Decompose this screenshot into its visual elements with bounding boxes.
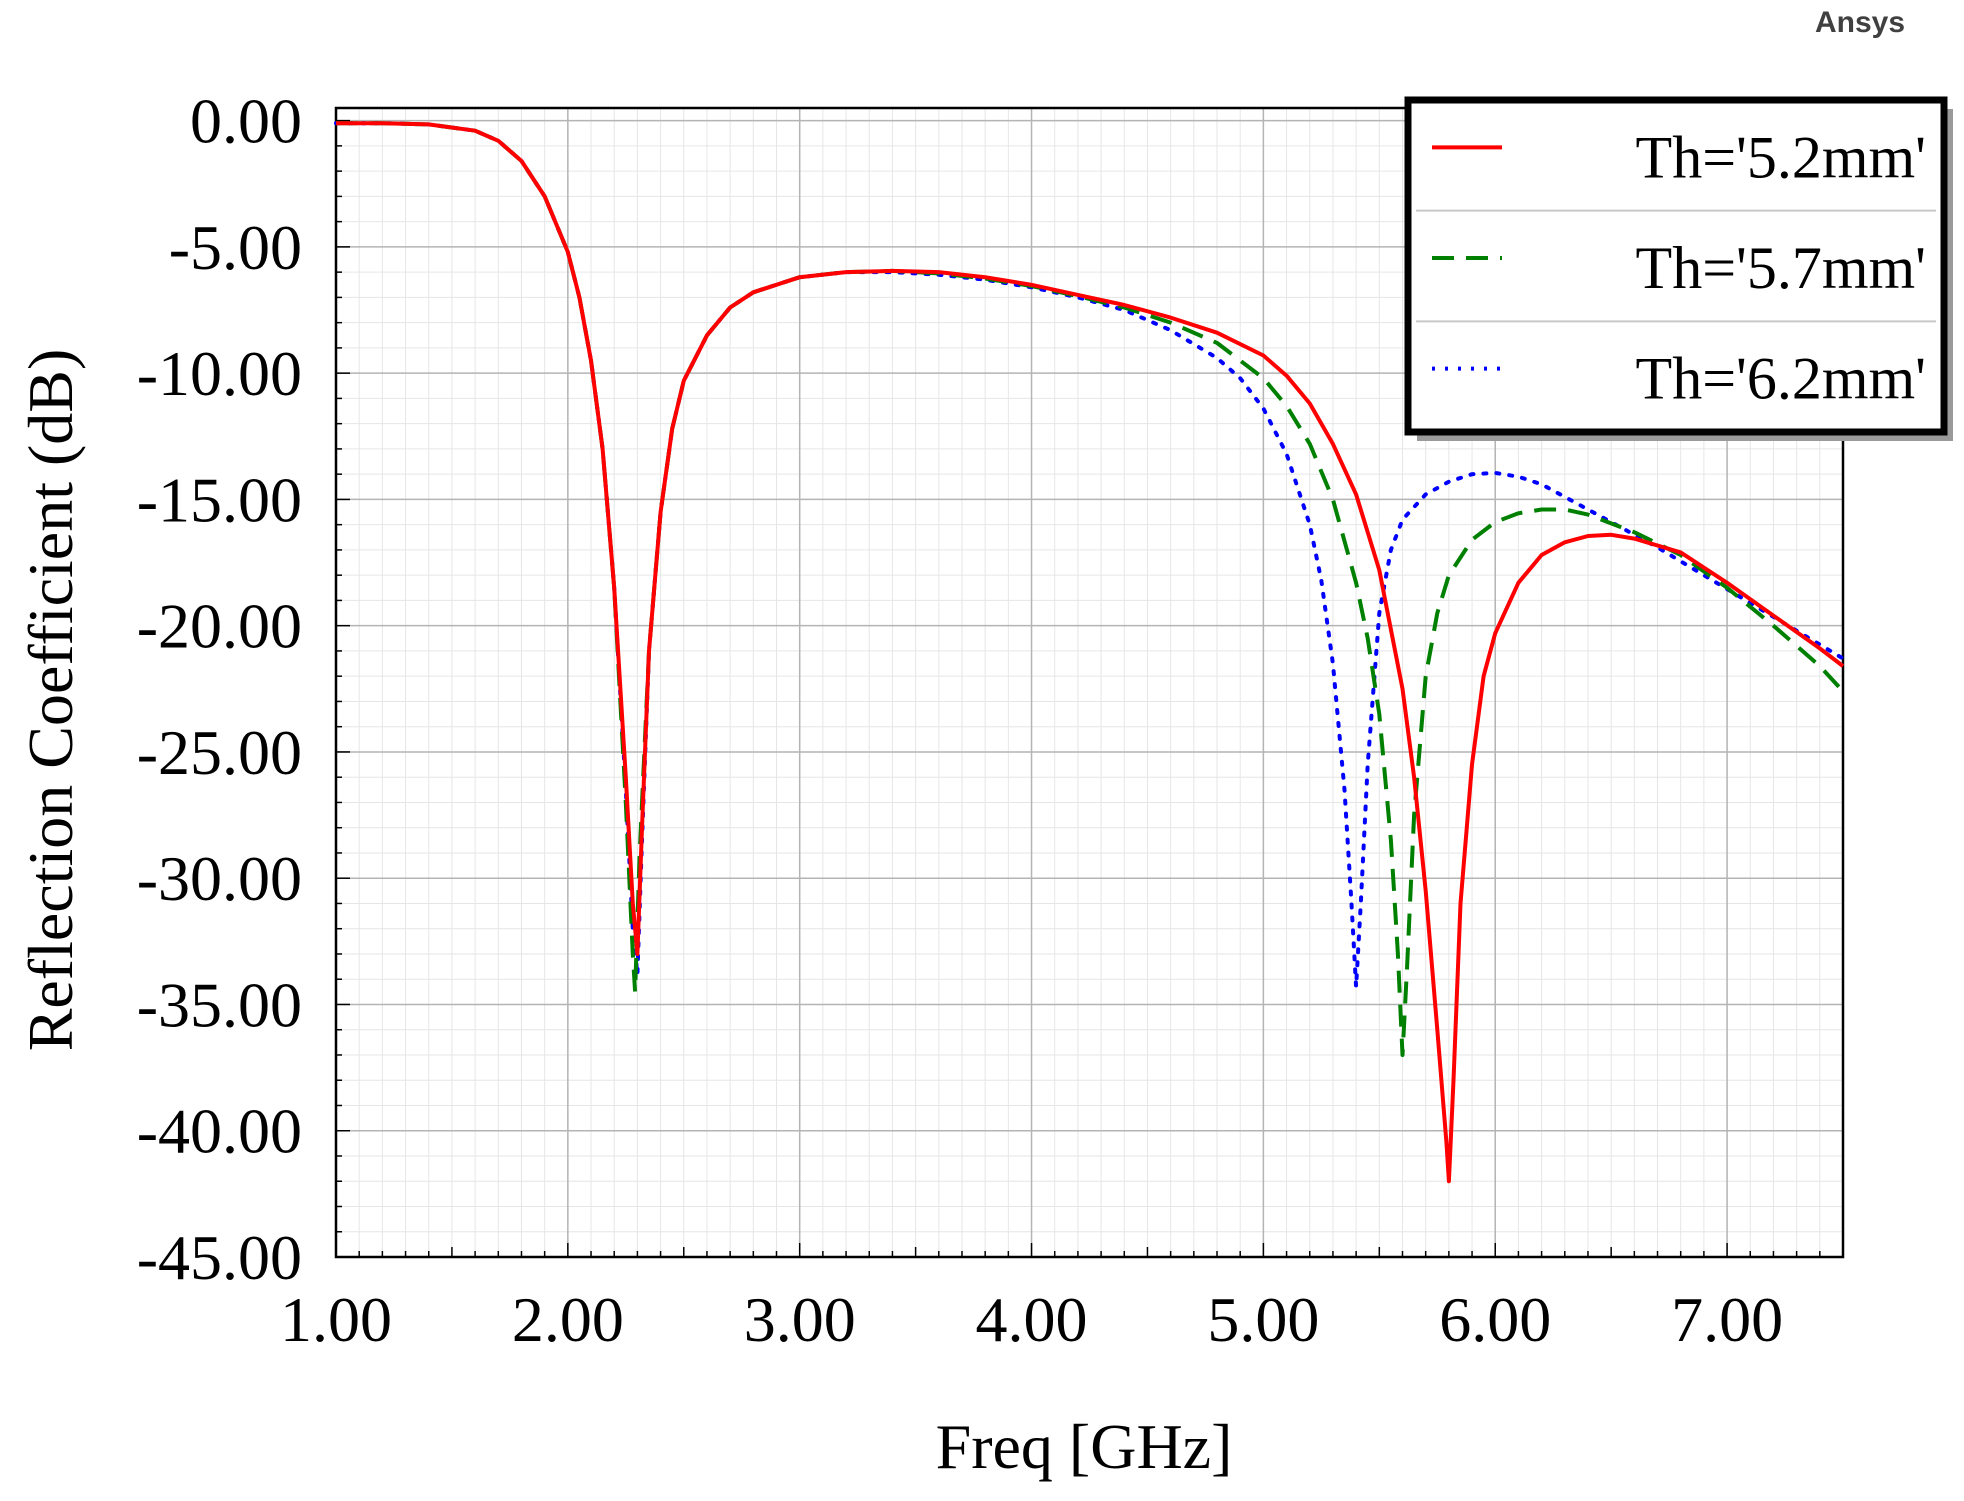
x-axis-title: Freq [GHz] (936, 1411, 1233, 1482)
plot-area-frame (334, 106, 1845, 1259)
legend-label-1: Th='5.2mm' (1636, 124, 1926, 190)
legend-label-3: Th='6.2mm' (1636, 346, 1926, 412)
x-tick-label: 5.00 (1207, 1284, 1319, 1355)
x-tick-label: 2.00 (512, 1284, 624, 1355)
ansys-brand-label: Ansys (1815, 6, 1905, 39)
y-tick-label: -40.00 (137, 1096, 302, 1167)
series-lines (334, 121, 1845, 1184)
y-tick-label: -45.00 (137, 1222, 302, 1293)
y-tick-label: 0.00 (190, 86, 302, 157)
axis-ticks (335, 119, 1844, 1258)
y-tick-label: -25.00 (137, 717, 302, 788)
y-tick-label: -5.00 (169, 212, 302, 283)
y-tick-label: -15.00 (137, 464, 302, 535)
y-axis-title: Reflection Coefficient (dB) (15, 349, 86, 1052)
x-tick-label: 6.00 (1439, 1284, 1551, 1355)
y-tick-label: -30.00 (137, 843, 302, 914)
x-tick-label: 7.00 (1671, 1284, 1783, 1355)
x-tick-label: 1.00 (280, 1284, 392, 1355)
legend: Th='5.2mm' Th='5.7mm' Th='6.2mm' (1404, 96, 1953, 441)
x-tick-label: 4.00 (976, 1284, 1088, 1355)
series-line-1 (336, 121, 1845, 1184)
y-tick-label: -10.00 (137, 338, 302, 409)
legend-label-2: Th='5.7mm' (1636, 235, 1926, 301)
y-tick-label: -20.00 (137, 591, 302, 662)
x-tick-label: 3.00 (744, 1284, 856, 1355)
y-tick-labels: 0.00 -5.00 -10.00 -15.00 -20.00 -25.00 -30.00 -… (137, 86, 302, 1293)
x-tick-labels: 1.00 2.00 3.00 4.00 5.00 6.00 7.00 (280, 1284, 1783, 1355)
legend-box (1404, 96, 1948, 436)
y-tick-label: -35.00 (137, 969, 302, 1040)
